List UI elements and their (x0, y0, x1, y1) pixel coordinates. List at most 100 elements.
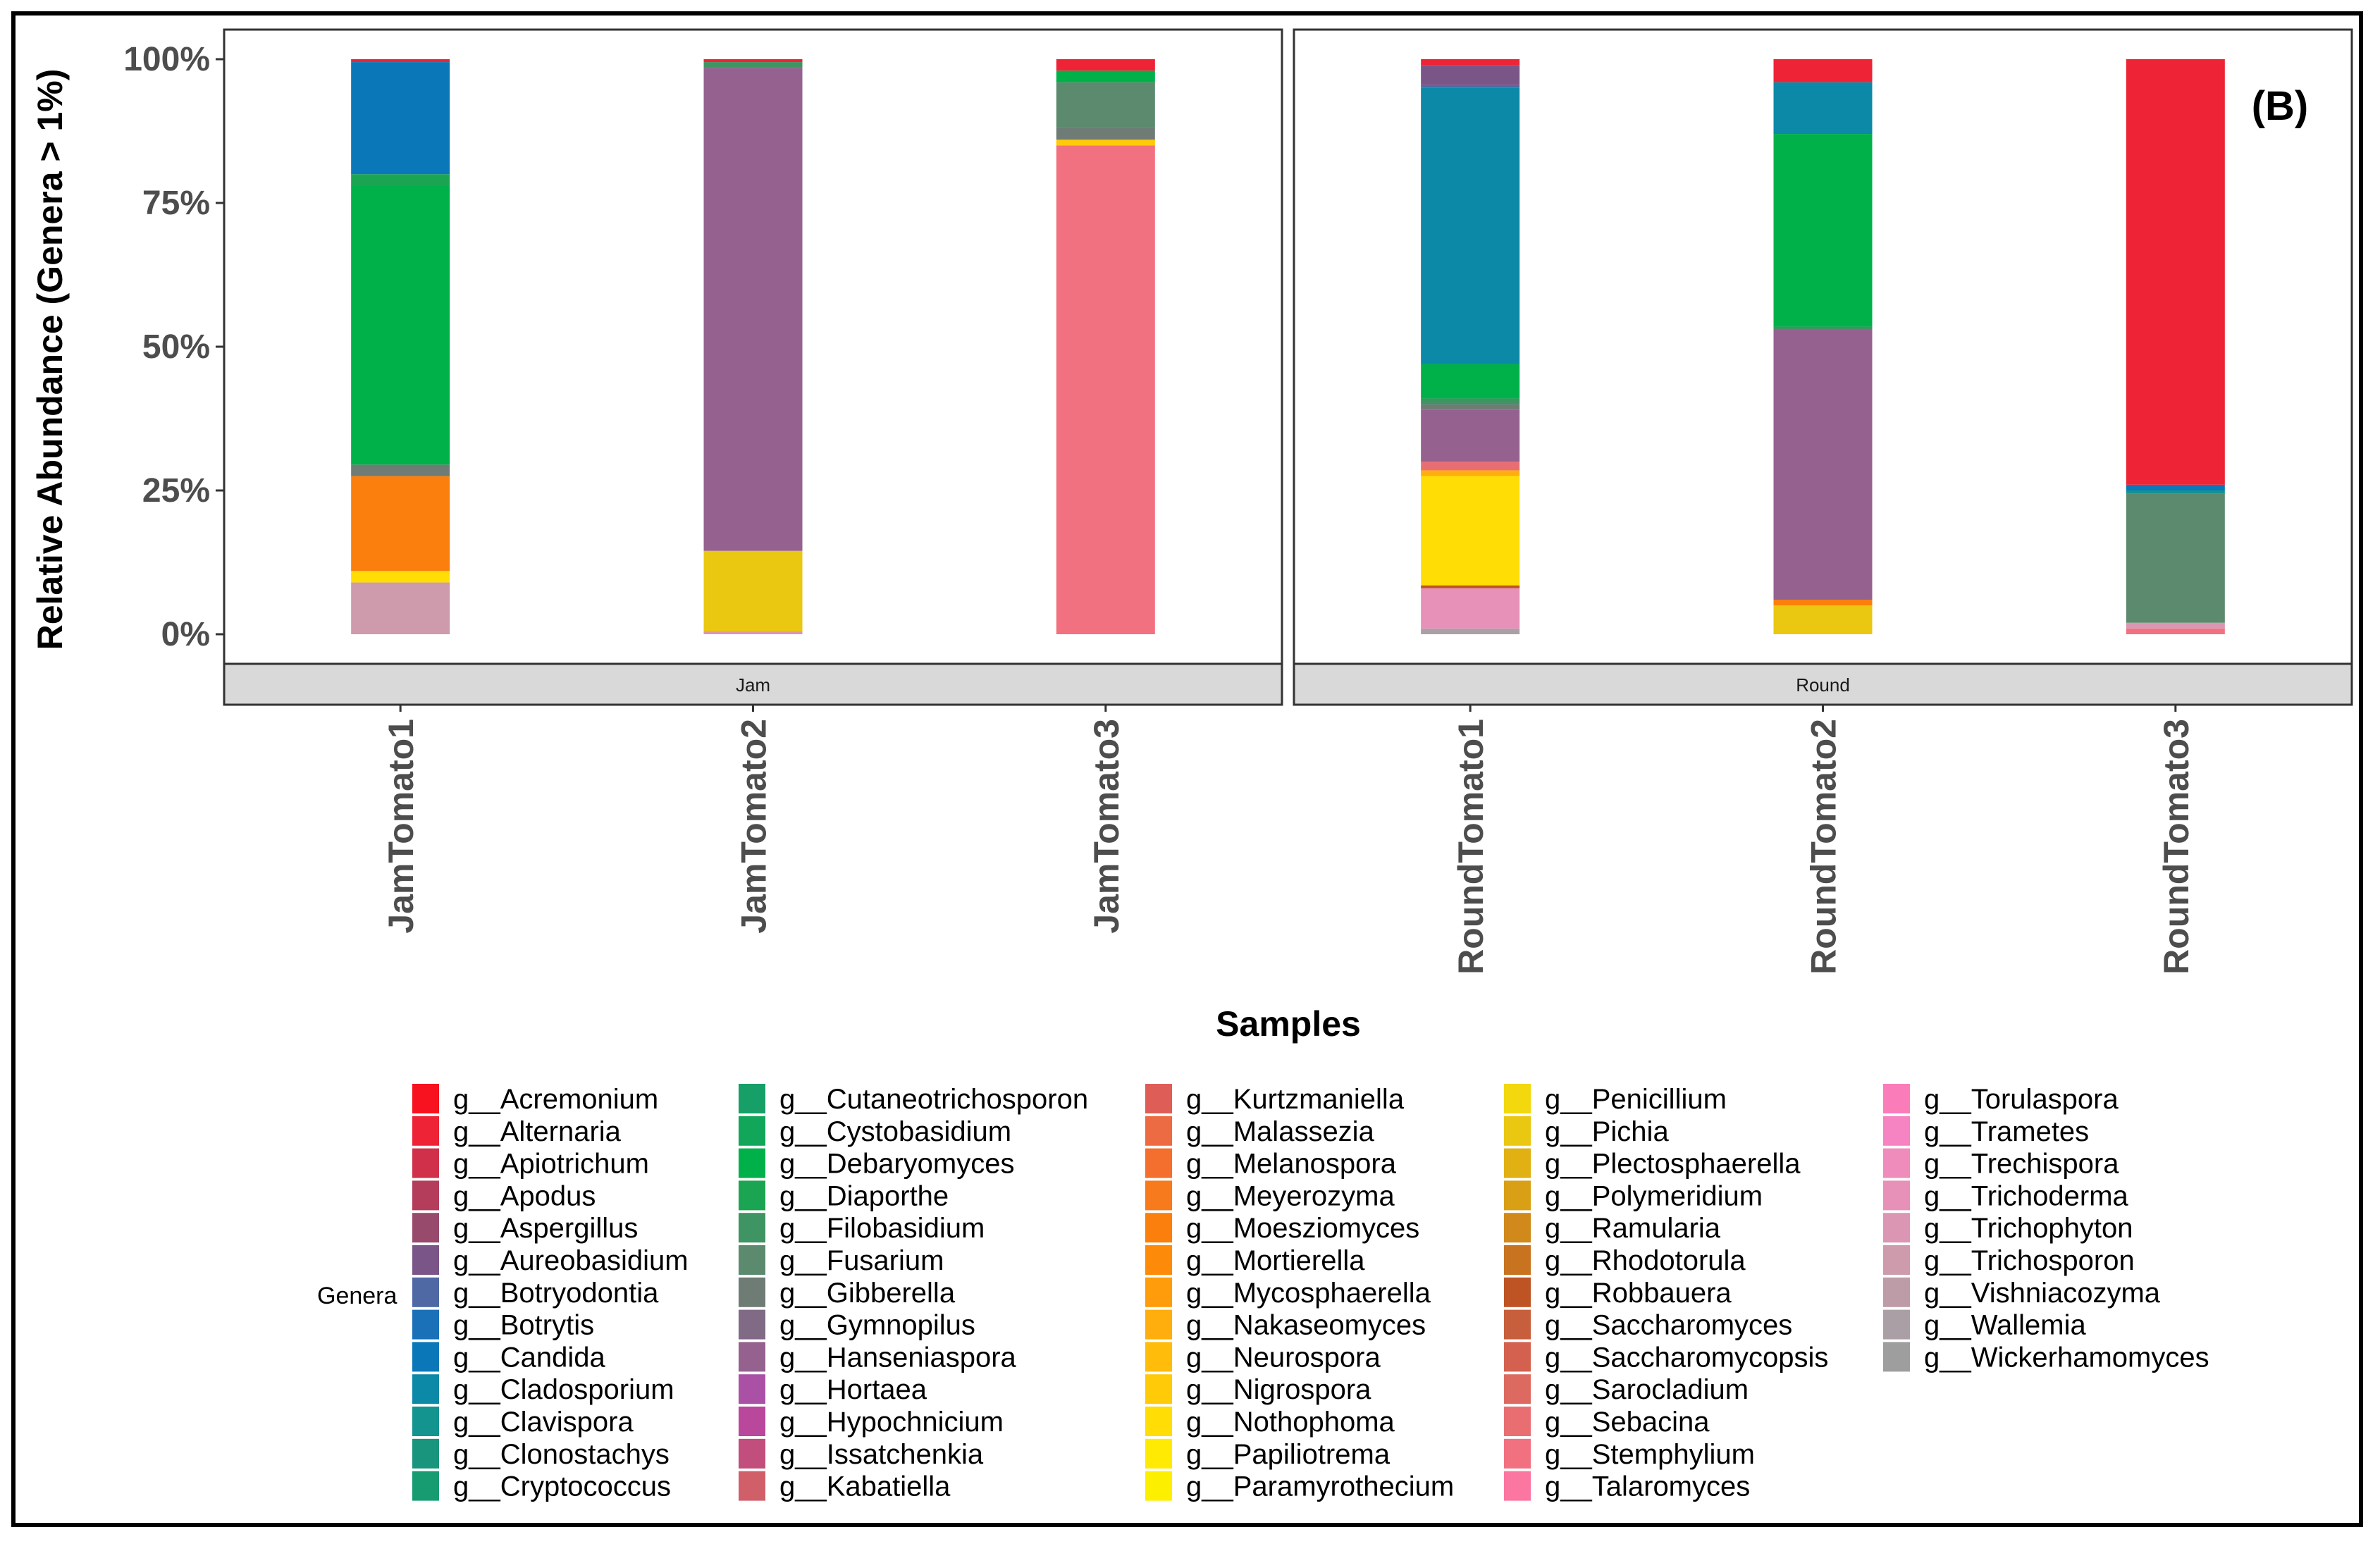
bar-segment (1421, 470, 1520, 476)
legend-swatch (412, 1471, 439, 1501)
legend-entry: g__Paramyrothecium (1186, 1471, 1454, 1502)
bar-segment (2126, 490, 2225, 494)
bar-segment (703, 631, 803, 634)
legend-entry: g__Vishniacozyma (1924, 1278, 2161, 1309)
legend-swatch (1883, 1213, 1910, 1243)
legend-entry: g__Stemphylium (1545, 1439, 1755, 1470)
legend-entry: g__Alternaria (453, 1116, 622, 1147)
legend-swatch (1504, 1277, 1531, 1307)
bar-segment (1773, 59, 1873, 82)
legend-swatch (412, 1245, 439, 1275)
legend-entry: g__Nigrospora (1186, 1374, 1371, 1405)
legend-swatch (1145, 1309, 1172, 1340)
legend-swatch (1145, 1374, 1172, 1404)
bar-segment (1056, 70, 1155, 82)
panel-tag: (B) (2252, 83, 2309, 129)
bar-segment (1421, 628, 1520, 634)
legend-swatch (739, 1374, 765, 1404)
bar-segment (1773, 82, 1873, 135)
bar-segment (703, 550, 803, 631)
legend-entry: g__Trichosporon (1924, 1245, 2135, 1276)
bar-segment (2126, 628, 2225, 634)
y-axis-title: Relative Abundance (Genera > 1%) (30, 69, 70, 650)
bar-segment (2126, 622, 2225, 629)
legend-swatch (739, 1180, 765, 1211)
bar-segment (703, 62, 803, 68)
legend-entry: g__Moesziomyces (1186, 1213, 1419, 1244)
legend-entry: g__Clonostachys (453, 1439, 670, 1470)
legend-swatch (739, 1407, 765, 1436)
legend-swatch (1145, 1277, 1172, 1307)
legend-swatch (1145, 1148, 1172, 1178)
bar-segment (703, 59, 803, 63)
legend-swatch (1883, 1245, 1910, 1275)
y-tick-label: 75% (142, 185, 210, 222)
bar-segment (1773, 605, 1873, 634)
legend-swatch (739, 1309, 765, 1340)
legend-entry: g__Filobasidium (779, 1213, 985, 1244)
y-tick-label: 0% (161, 616, 210, 653)
x-tick-label: JamTomato2 (734, 719, 774, 934)
legend-swatch (1145, 1407, 1172, 1436)
legend-entry: g__Aspergillus (453, 1213, 638, 1244)
facet-strip-round (1293, 662, 2353, 706)
facet-label: Jam (736, 674, 770, 696)
legend-entry: g__Mortierella (1186, 1245, 1365, 1276)
legend-entry: g__Nothophoma (1186, 1407, 1395, 1438)
legend-swatch (739, 1471, 765, 1501)
y-tick-label: 50% (142, 328, 210, 366)
legend-swatch (412, 1342, 439, 1372)
legend-swatch (1883, 1116, 1910, 1146)
legend-swatch (412, 1438, 439, 1469)
legend-entry: g__Wallemia (1924, 1310, 2086, 1341)
bar-segment (1056, 128, 1155, 140)
legend-entry: g__Pichia (1545, 1116, 1669, 1147)
legend-entry: g__Wickerhamomyces (1924, 1342, 2209, 1373)
legend-entry: g__Trichoderma (1924, 1180, 2129, 1211)
bar-segment (351, 582, 450, 634)
facet-label: Round (1796, 674, 1850, 696)
legend-swatch (1504, 1148, 1531, 1178)
legend-swatch (1504, 1084, 1531, 1113)
legend-swatch (739, 1277, 765, 1307)
legend-swatch (1504, 1180, 1531, 1211)
bar-segment (351, 185, 450, 465)
legend-entry: g__Neurospora (1186, 1342, 1381, 1373)
legend-entry: g__Hortaea (779, 1374, 927, 1405)
legend-swatch (739, 1438, 765, 1469)
legend-swatch (1145, 1471, 1172, 1501)
legend-swatch (412, 1084, 439, 1113)
legend-swatch (1504, 1116, 1531, 1146)
bar-segment (1056, 59, 1155, 71)
legend-swatch (739, 1084, 765, 1113)
legend-entry: g__Issatchenkia (779, 1439, 984, 1470)
bar-segment (351, 571, 450, 583)
y-tick-label: 100% (123, 41, 210, 78)
legend-entry: g__Aureobasidium (453, 1245, 689, 1276)
y-tick-label: 25% (142, 472, 210, 509)
legend-swatch (1504, 1471, 1531, 1501)
legend-swatch (412, 1374, 439, 1404)
legend-swatch (1883, 1148, 1910, 1178)
x-tick-label: RoundTomato2 (1804, 719, 1844, 975)
legend-swatch (739, 1148, 765, 1178)
legend-swatch (412, 1180, 439, 1211)
legend-swatch (739, 1245, 765, 1275)
legend-entry: g__Sebacina (1545, 1407, 1710, 1438)
legend-swatch (1504, 1309, 1531, 1340)
figure-frame (11, 11, 2363, 1527)
legend-entry: g__Gymnopilus (779, 1310, 975, 1341)
bar-segment (1421, 59, 1520, 66)
bar-segment (1056, 82, 1155, 128)
legend-entry: g__Ramularia (1545, 1213, 1721, 1244)
legend-entry: g__Debaryomyces (779, 1149, 1015, 1180)
legend-entry: g__Cystobasidium (779, 1116, 1011, 1147)
legend-swatch (1504, 1374, 1531, 1404)
bar-segment (1421, 85, 1520, 88)
legend-entry: g__Melanospora (1186, 1149, 1397, 1180)
bar-segment (1421, 404, 1520, 410)
bar-segment (2126, 59, 2225, 485)
x-tick-label: RoundTomato3 (2157, 719, 2196, 975)
legend-entry: g__Hanseniaspora (779, 1342, 1017, 1373)
